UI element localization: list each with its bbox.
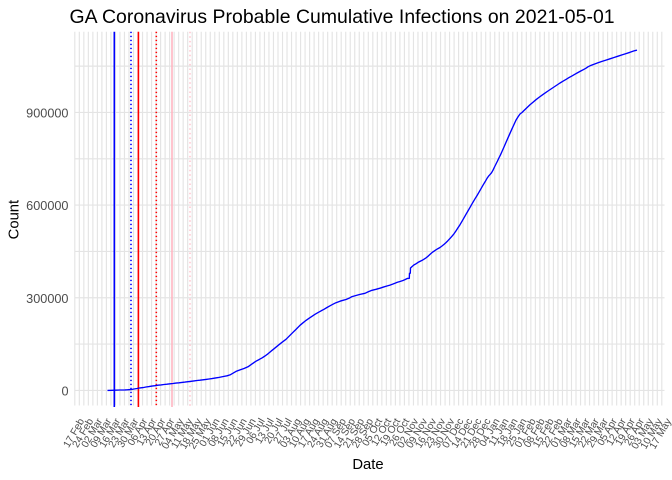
svg-text:Date: Date [352, 457, 383, 473]
svg-text:0: 0 [61, 384, 68, 398]
svg-text:Count: Count [7, 200, 23, 240]
svg-text:900000: 900000 [26, 106, 68, 120]
svg-text:300000: 300000 [26, 292, 68, 306]
svg-text:GA Coronavirus Probable Cumula: GA Coronavirus Probable Cumulative Infec… [70, 6, 615, 28]
svg-text:600000: 600000 [26, 199, 68, 213]
